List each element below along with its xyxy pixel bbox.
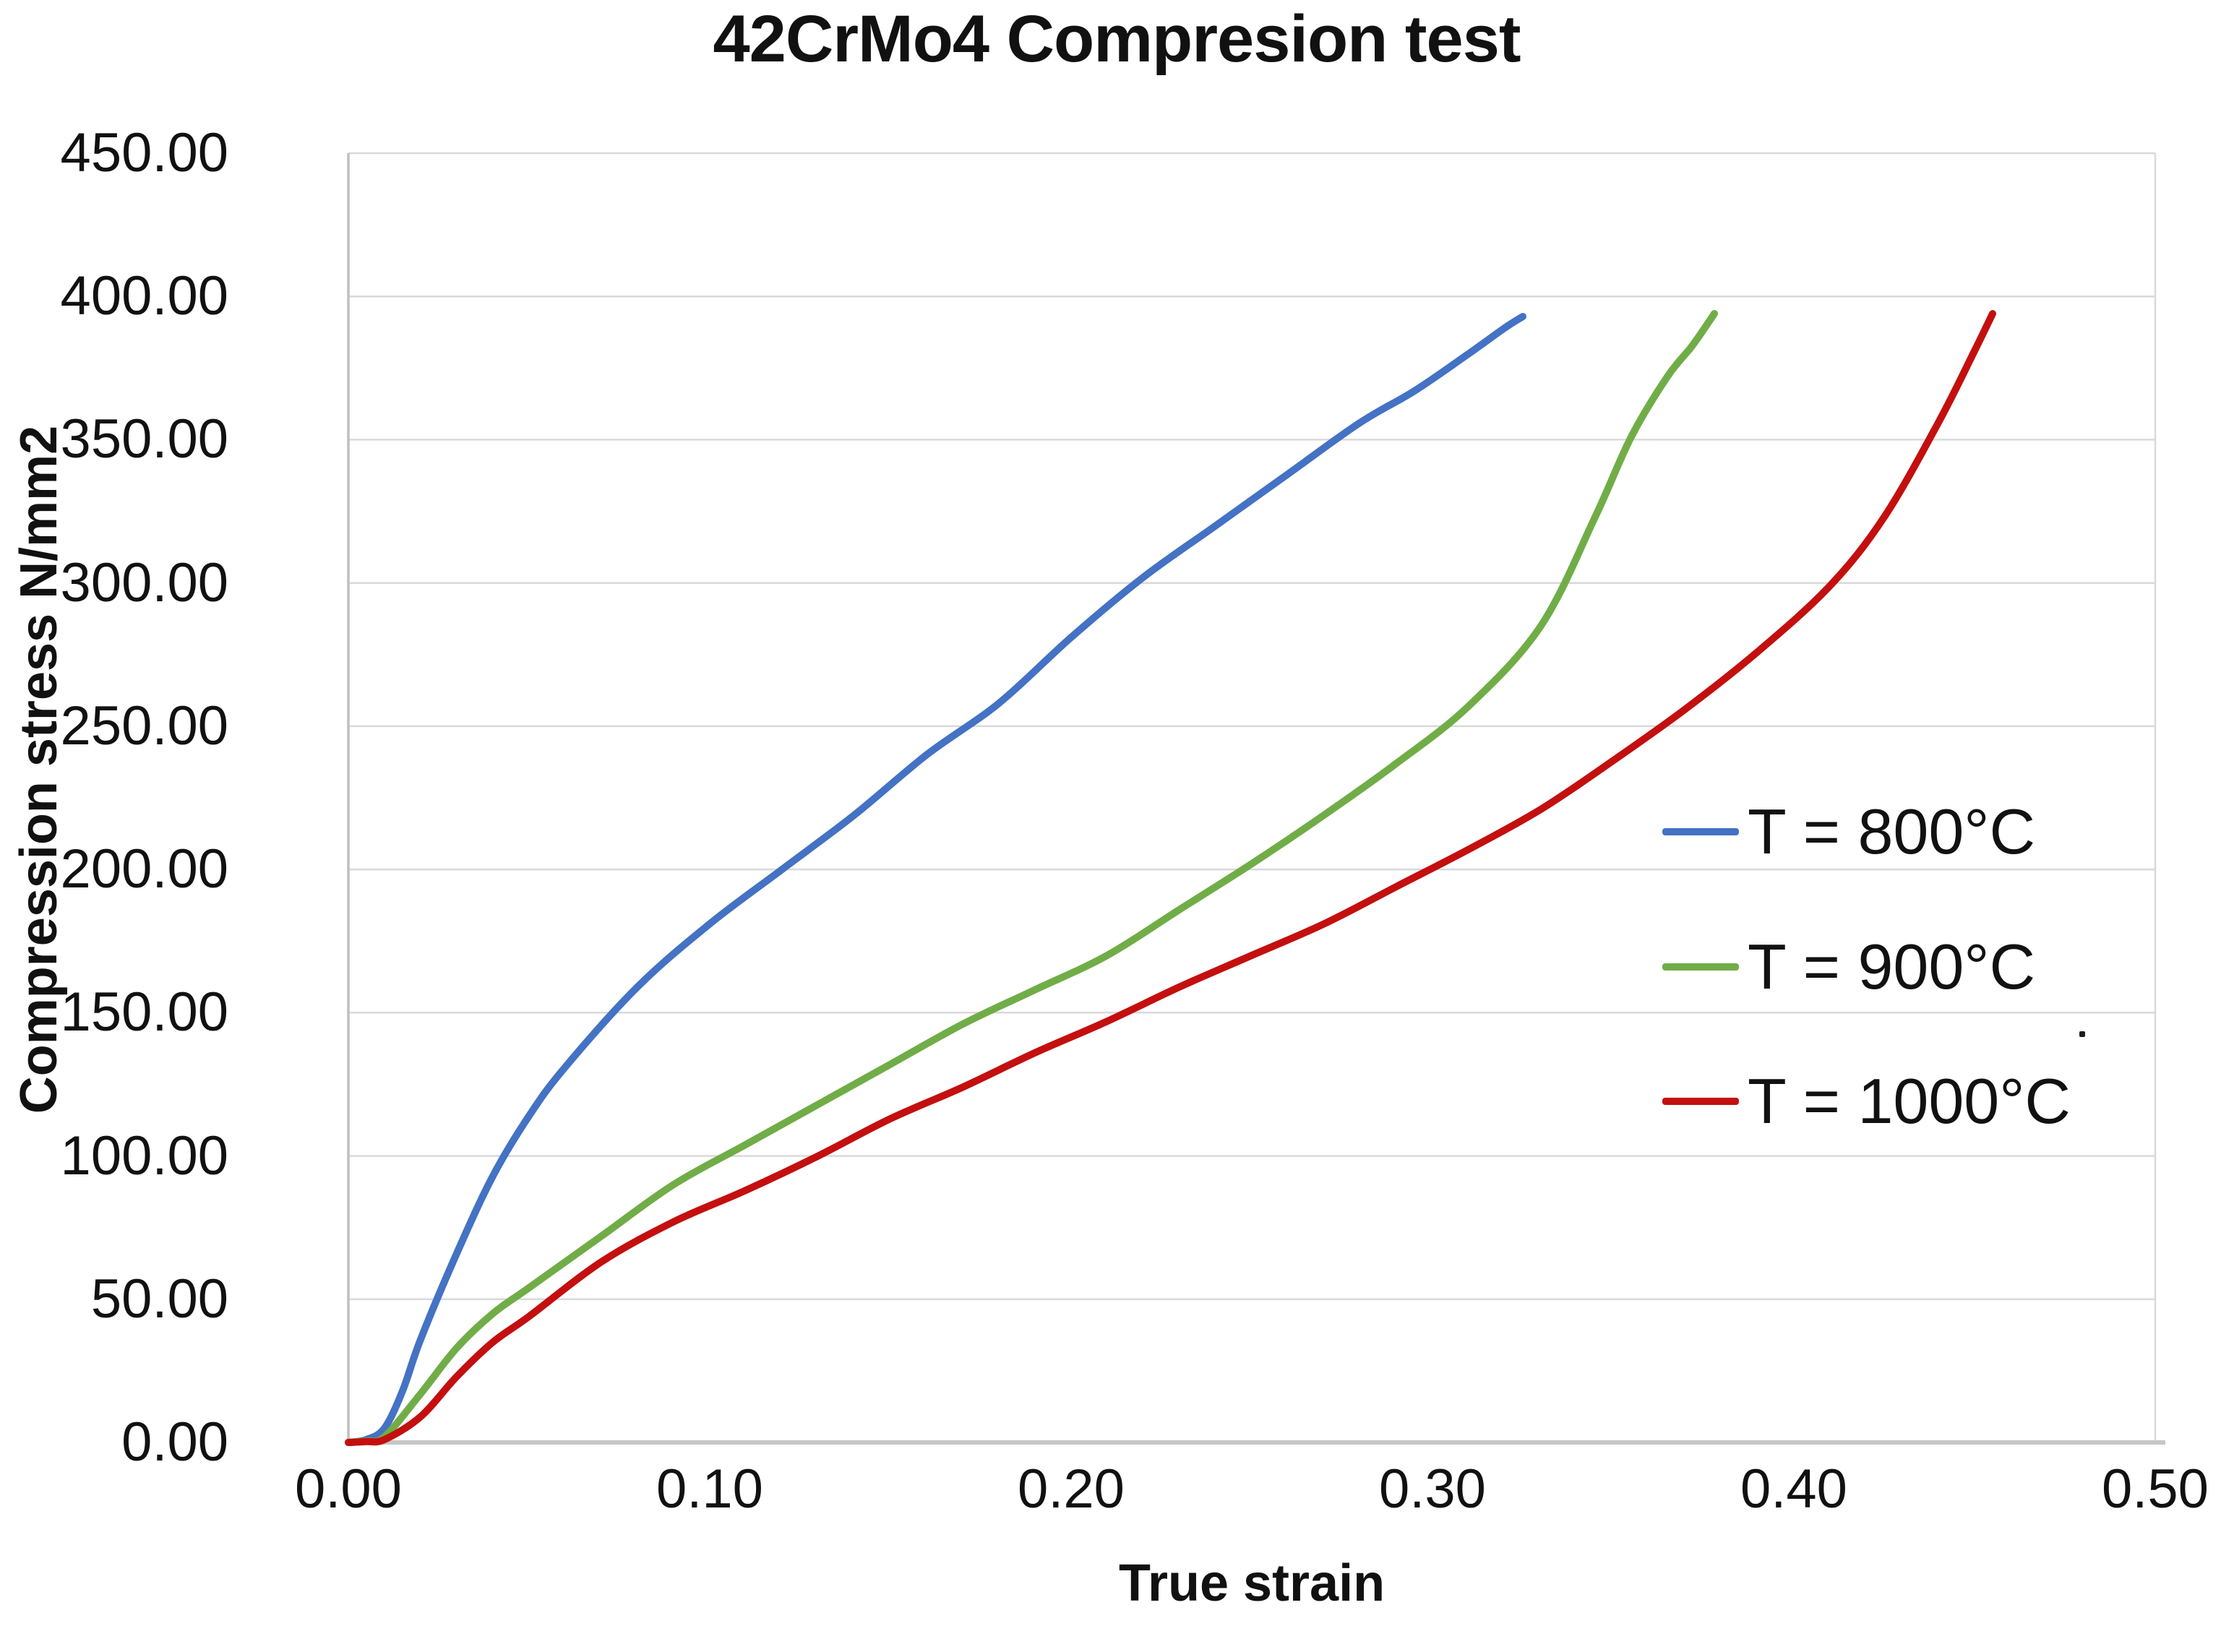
y-tick-label-300.00: 300.00 xyxy=(60,552,228,614)
series-line-t900 xyxy=(345,310,1718,1446)
y-tick-label-100.00: 100.00 xyxy=(60,1125,228,1187)
series-line-t1000 xyxy=(345,310,1996,1446)
y-tick-label-200.00: 200.00 xyxy=(60,838,228,900)
legend-label-t900: T = 900°C xyxy=(1748,931,2036,1002)
legend-label-t1000: T = 1000°C xyxy=(1748,1065,2071,1137)
y-tick-label-0.00: 0.00 xyxy=(121,1411,228,1473)
speck-artifact xyxy=(2079,1031,2085,1037)
x-axis-title: True strain xyxy=(1118,1554,1386,1612)
y-tick-label-50.00: 50.00 xyxy=(90,1268,228,1330)
x-tick-label-0.50: 0.50 xyxy=(2102,1458,2209,1520)
series-line-t800 xyxy=(345,313,1526,1446)
legend-item-t800: T = 800°C xyxy=(1662,792,2035,872)
legend-item-t1000: T = 1000°C xyxy=(1662,1062,2071,1141)
x-tick-label-0.10: 0.10 xyxy=(656,1458,763,1520)
y-tick-label-250.00: 250.00 xyxy=(60,695,228,757)
legend-swatch-t1000 xyxy=(1662,1098,1739,1105)
legend-item-t900: T = 900°C xyxy=(1662,927,2035,1007)
legend-swatch-t800 xyxy=(1662,828,1739,835)
x-tick-label-0.30: 0.30 xyxy=(1379,1458,1486,1520)
legend-swatch-t900 xyxy=(1662,963,1739,971)
x-tick-label-0.40: 0.40 xyxy=(1740,1458,1847,1520)
y-tick-label-400.00: 400.00 xyxy=(60,265,228,327)
chart-title: 42CrMo4 Compresion test xyxy=(713,2,1521,76)
x-tick-label-0.00: 0.00 xyxy=(295,1458,402,1520)
y-tick-label-350.00: 350.00 xyxy=(60,408,228,470)
x-tick-label-0.20: 0.20 xyxy=(1018,1458,1125,1520)
y-tick-label-150.00: 150.00 xyxy=(60,981,228,1043)
y-tick-label-450.00: 450.00 xyxy=(60,122,228,184)
legend-label-t800: T = 800°C xyxy=(1748,796,2036,867)
